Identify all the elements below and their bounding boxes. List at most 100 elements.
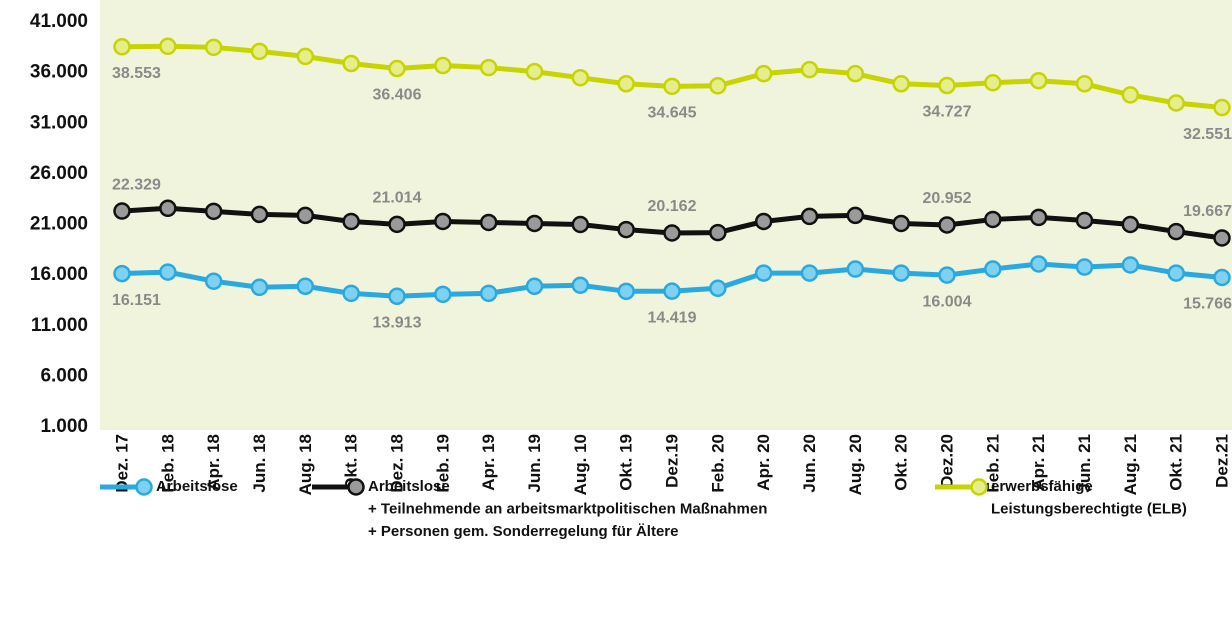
value-label: 32.551: [1183, 126, 1232, 143]
value-label: 15.766: [1183, 296, 1232, 313]
value-label: 13.913: [373, 314, 422, 331]
legend-label: Leistungsberechtigte (ELB): [991, 500, 1187, 517]
marker: [709, 223, 727, 242]
x-tick-label: Dez. 17: [112, 434, 131, 493]
x-tick-label: Apr. 21: [1029, 434, 1048, 491]
value-label: 16.151: [112, 292, 161, 309]
marker: [113, 264, 131, 283]
marker: [434, 285, 452, 304]
marker: [296, 277, 315, 296]
marker: [204, 202, 223, 221]
marker: [204, 272, 223, 290]
x-tick-label: Okt. 18: [342, 434, 361, 491]
value-label: 16.004: [923, 293, 972, 310]
x-tick-label: Feb. 18: [158, 434, 177, 493]
marker: [388, 215, 406, 234]
x-tick-label: Dez.20: [937, 434, 956, 488]
marker: [479, 213, 498, 232]
marker: [892, 75, 910, 93]
marker: [617, 220, 635, 239]
marker: [113, 202, 131, 220]
value-label: 20.952: [923, 190, 972, 207]
marker: [1075, 211, 1094, 230]
x-tick-label: Jun. 18: [250, 434, 269, 493]
x-tick-label: Aug. 21: [1121, 434, 1140, 495]
marker: [846, 260, 865, 278]
marker: [754, 64, 773, 83]
y-tick-label: 41.000: [30, 11, 88, 32]
marker: [984, 260, 1002, 278]
value-label: 36.406: [373, 87, 422, 104]
marker: [709, 77, 727, 95]
marker: [342, 212, 360, 231]
marker: [571, 68, 590, 87]
marker: [754, 212, 773, 231]
marker: [846, 206, 865, 225]
value-label: 34.727: [923, 104, 972, 121]
marker: [250, 42, 269, 61]
x-tick-label: Okt. 20: [892, 434, 911, 491]
marker: [800, 207, 819, 226]
value-label: 34.645: [648, 105, 697, 122]
x-tick-label: Aug. 20: [846, 434, 865, 495]
marker: [434, 212, 452, 231]
value-label: 20.162: [648, 198, 697, 215]
marker: [342, 284, 360, 303]
y-tick-label: 36.000: [30, 62, 88, 83]
marker: [938, 216, 956, 234]
legend-label: erwerbsfähige: [991, 478, 1093, 495]
marker: [1213, 98, 1231, 117]
marker: [250, 205, 269, 224]
marker: [1167, 222, 1185, 241]
marker: [434, 56, 452, 75]
marker: [800, 60, 819, 79]
marker: [617, 75, 635, 93]
x-tick-label: Jun. 19: [525, 434, 544, 493]
marker: [296, 47, 315, 66]
marker: [1029, 255, 1048, 273]
marker: [250, 278, 269, 297]
marker: [938, 76, 956, 95]
legend-label: + Personen gem. Sonderregelung für Älter…: [368, 523, 679, 540]
y-tick-label: 1.000: [40, 416, 88, 437]
x-tick-label: Jun. 20: [800, 434, 819, 493]
marker: [846, 64, 865, 83]
x-tick-label: Feb. 21: [983, 434, 1002, 493]
marker: [1075, 75, 1094, 93]
x-tick-label: Apr. 20: [754, 434, 773, 491]
marker: [479, 284, 498, 303]
x-tick-label: Aug. 10: [571, 434, 590, 495]
marker: [571, 215, 590, 234]
marker: [1029, 208, 1048, 227]
marker: [892, 264, 910, 282]
x-tick-label: Dez. 18: [387, 434, 406, 493]
legend-marker: [135, 478, 153, 496]
y-tick-label: 16.000: [30, 264, 88, 285]
marker: [571, 276, 590, 294]
marker: [296, 206, 315, 225]
marker: [388, 287, 406, 306]
x-tick-label: Feb. 19: [433, 434, 452, 493]
x-tick-label: Okt. 21: [1167, 434, 1186, 491]
marker: [892, 214, 910, 233]
legend-label: Arbeitslose: [368, 478, 450, 495]
marker: [709, 279, 727, 298]
value-label: 19.667: [1183, 203, 1232, 220]
marker: [754, 264, 773, 282]
marker: [159, 199, 177, 218]
x-tick-label: Feb. 20: [708, 434, 727, 493]
y-tick-label: 31.000: [30, 112, 88, 133]
legend-label: Arbeitslose: [156, 478, 238, 495]
x-tick-label: Okt. 19: [617, 434, 636, 491]
y-tick-label: 21.000: [30, 214, 88, 235]
legend-label: + Teilnehmende an arbeitsmarktpolitische…: [368, 500, 767, 517]
marker: [800, 264, 819, 282]
x-tick-label: Apr. 18: [204, 434, 223, 491]
marker: [525, 277, 544, 296]
y-tick-label: 6.000: [40, 365, 88, 386]
legend-marker: [970, 478, 988, 496]
marker: [388, 59, 406, 78]
marker: [1121, 86, 1140, 104]
y-tick-label: 11.000: [31, 315, 88, 336]
marker: [663, 282, 681, 300]
